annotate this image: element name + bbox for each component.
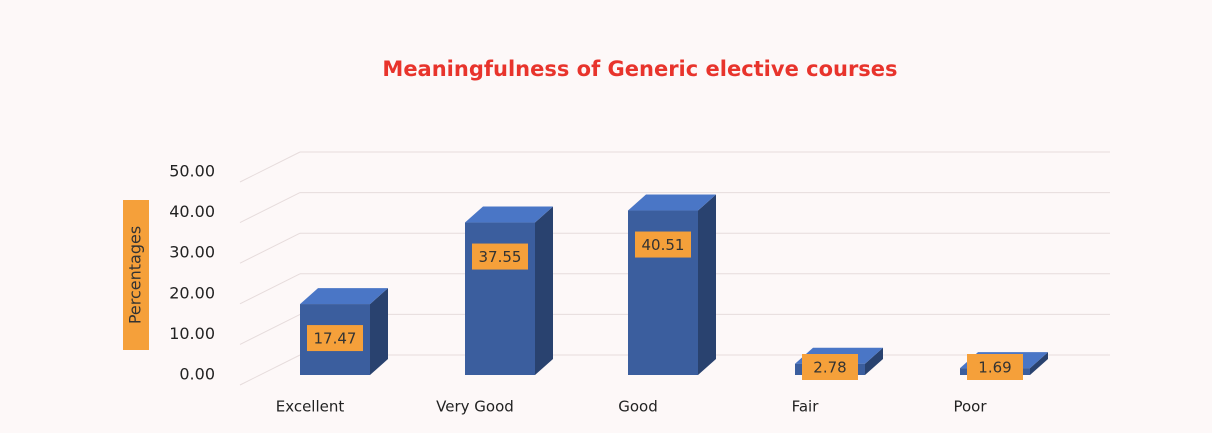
x-tick-label: Fair bbox=[792, 398, 820, 416]
y-tick-label: 0.00 bbox=[179, 365, 215, 384]
chart-title: Meaningfulness of Generic elective cours… bbox=[382, 57, 897, 81]
y-tick-label: 40.00 bbox=[169, 202, 215, 221]
value-label-box bbox=[967, 354, 1023, 380]
value-label-box bbox=[635, 231, 691, 258]
value-label: 40.51 bbox=[642, 236, 685, 254]
grid-line bbox=[239, 273, 301, 305]
value-label: 17.47 bbox=[314, 330, 357, 348]
bar-top bbox=[628, 194, 716, 211]
y-tick-label: 50.00 bbox=[169, 162, 215, 181]
y-tick-label: 20.00 bbox=[169, 283, 215, 302]
value-label-box bbox=[802, 354, 858, 380]
x-tick-label: Good bbox=[618, 398, 658, 416]
bar-side bbox=[370, 288, 388, 375]
grid-line bbox=[239, 151, 301, 183]
grid-line bbox=[239, 313, 301, 345]
x-tick-label: Poor bbox=[953, 398, 987, 416]
y-axis-label: Percentages bbox=[126, 226, 145, 324]
bar-top bbox=[465, 206, 553, 223]
bar-side bbox=[535, 206, 553, 375]
value-label-box bbox=[307, 325, 363, 352]
bar-top bbox=[300, 288, 388, 305]
y-label-box bbox=[123, 200, 149, 350]
y-tick-label: 10.00 bbox=[169, 324, 215, 343]
grid-line bbox=[239, 354, 301, 386]
bar bbox=[628, 194, 716, 375]
bar-side bbox=[1030, 352, 1048, 375]
value-label: 1.69 bbox=[978, 359, 1011, 377]
value-label: 37.55 bbox=[479, 248, 522, 266]
bar bbox=[465, 206, 553, 375]
x-tick-label: Very Good bbox=[436, 398, 514, 416]
bar-side bbox=[865, 347, 883, 375]
grid-line bbox=[239, 232, 301, 264]
value-label-box bbox=[472, 243, 528, 270]
grid-line bbox=[239, 192, 301, 224]
value-label: 2.78 bbox=[813, 359, 846, 377]
y-tick-label: 30.00 bbox=[169, 243, 215, 262]
bar-side bbox=[698, 194, 716, 375]
x-tick-label: Excellent bbox=[276, 398, 345, 416]
